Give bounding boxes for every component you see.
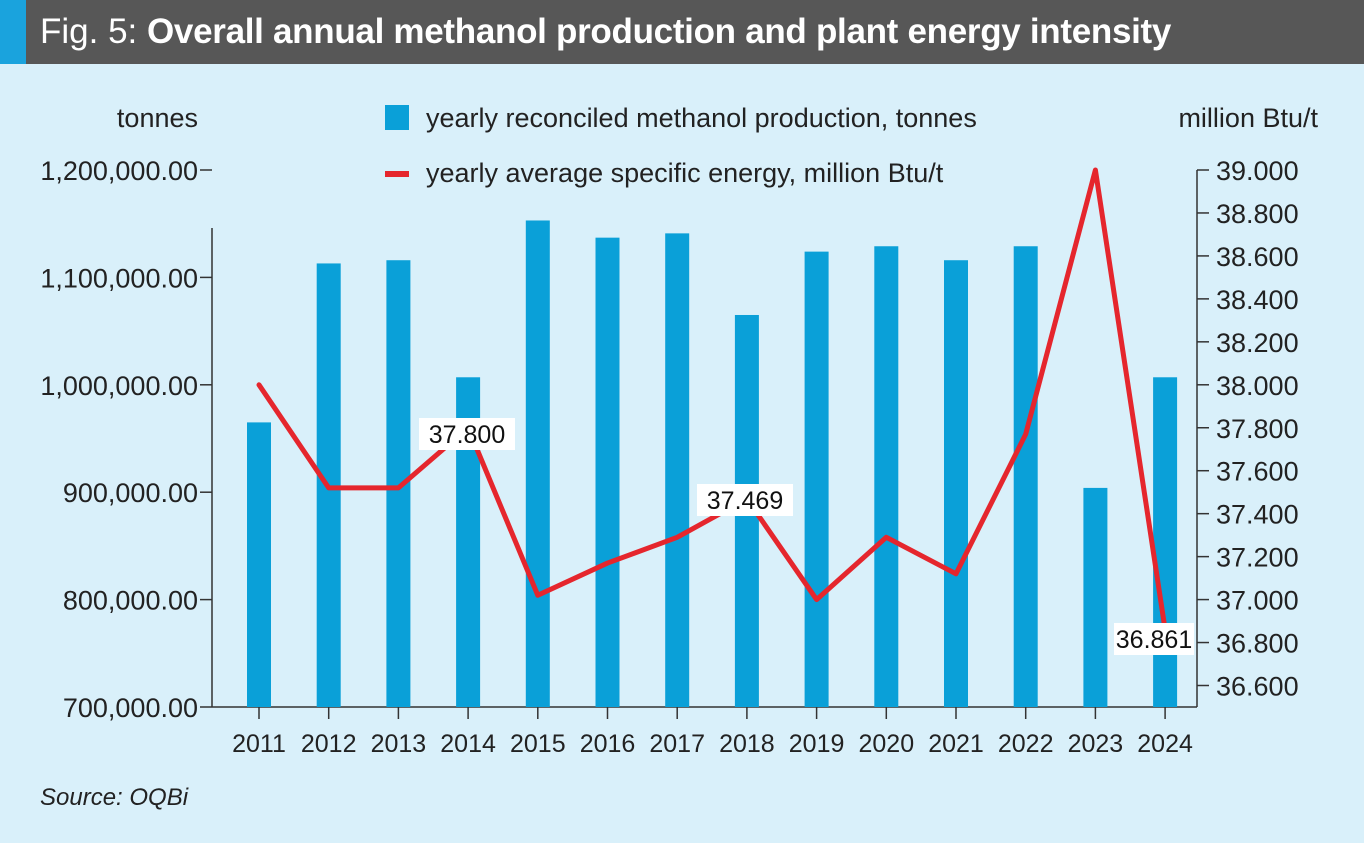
x-tick-label-2012: 2012 <box>301 730 357 758</box>
right-tick-label: 37.000 <box>1216 586 1299 616</box>
title-bar: Fig. 5: Overall annual methanol producti… <box>0 0 1364 64</box>
title-main: Overall annual methanol production and p… <box>147 12 1172 51</box>
annotation-label-2018: 37.469 <box>707 487 783 515</box>
x-tick-label-2013: 2013 <box>371 730 427 758</box>
annotation-label-2014: 37.800 <box>429 421 505 449</box>
x-tick-label-2015: 2015 <box>510 730 566 758</box>
bar-2021 <box>944 260 968 707</box>
left-tick-label: 1,000,000.00 <box>40 371 198 401</box>
bar-2024 <box>1153 377 1178 707</box>
x-tick-label-2023: 2023 <box>1068 730 1124 758</box>
right-tick-label: 38.600 <box>1216 242 1299 272</box>
right-tick-label: 39.000 <box>1216 156 1299 186</box>
chart-area: 700,000.00 800,000.00 900,000.00 1,000,000.… <box>0 64 1364 843</box>
right-tick-label: 38.000 <box>1216 371 1299 401</box>
legend-bar-swatch <box>385 105 409 130</box>
right-tick-label: 37.600 <box>1216 457 1299 487</box>
right-tick-label: 37.200 <box>1216 543 1299 573</box>
source-note: Source: OQBi <box>40 784 189 811</box>
energy-line <box>256 167 1168 632</box>
bar-2019 <box>804 251 829 707</box>
x-tick-label-2022: 2022 <box>998 730 1054 758</box>
title-prefix: Fig. 5: <box>40 12 138 51</box>
left-tick-label: 900,000.00 <box>63 478 198 508</box>
left-tick-label: 1,200,000.00 <box>40 156 198 186</box>
legend-line-label: yearly average specific energy, million … <box>426 158 944 188</box>
x-tick-label-2016: 2016 <box>580 730 636 758</box>
x-tick-label-2014: 2014 <box>440 730 496 758</box>
annotation-label-2024: 36.861 <box>1116 626 1192 654</box>
legend-bar-label: yearly reconciled methanol production, t… <box>426 103 977 133</box>
annotation-box-2024 <box>1114 623 1194 655</box>
right-tick-label: 37.800 <box>1216 414 1299 444</box>
bar-2020 <box>874 246 899 707</box>
left-tick-label: 800,000.00 <box>63 586 198 616</box>
x-tick-label-2020: 2020 <box>858 730 914 758</box>
x-tick-label-2018: 2018 <box>719 730 775 758</box>
right-tick-label: 38.200 <box>1216 328 1299 358</box>
right-tick-label: 36.800 <box>1216 629 1299 659</box>
chart-svg: 700,000.00 800,000.00 900,000.00 1,000,000.… <box>40 103 1318 758</box>
right-tick-label: 38.400 <box>1216 285 1299 315</box>
bar-2011 <box>247 422 271 707</box>
x-tick-label-2024: 2024 <box>1137 730 1193 758</box>
bar-2017 <box>665 233 690 707</box>
x-tick-label-2021: 2021 <box>928 730 984 758</box>
left-tick-label: 700,000.00 <box>63 693 198 723</box>
x-tick-label-2019: 2019 <box>789 730 845 758</box>
annotation-box-2014 <box>419 418 515 450</box>
x-tick-label-2011: 2011 <box>232 730 286 758</box>
right-tick-label: 38.800 <box>1216 199 1299 229</box>
bar-2023 <box>1083 487 1108 707</box>
annotation-box-2018 <box>697 484 793 516</box>
x-tick-label-2017: 2017 <box>649 730 705 758</box>
chart-title: Fig. 5: Overall annual methanol producti… <box>40 10 1171 54</box>
right-tick-label: 36.600 <box>1216 672 1299 702</box>
bar-2022 <box>1013 246 1038 707</box>
left-axis-label: tonnes <box>117 103 198 133</box>
bar-2016 <box>595 237 620 708</box>
right-axis-label: million Btu/t <box>1178 103 1318 133</box>
left-tick-label: 1,100,000.00 <box>40 263 198 293</box>
right-tick-label: 37.400 <box>1216 500 1299 530</box>
title-accent <box>0 0 26 64</box>
bar-2015 <box>525 220 550 707</box>
